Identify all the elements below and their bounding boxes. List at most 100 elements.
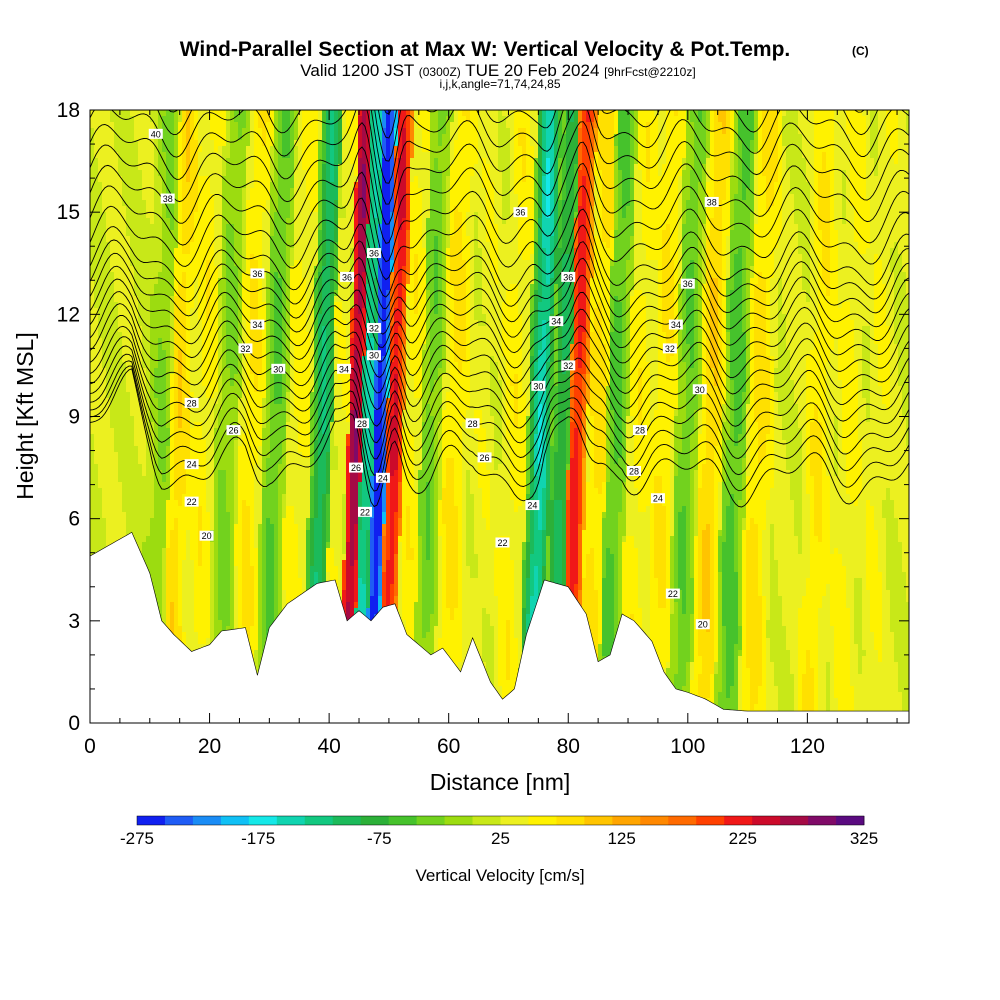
velocity-cell bbox=[110, 134, 115, 141]
velocity-cell bbox=[174, 206, 179, 213]
velocity-cell bbox=[162, 398, 167, 405]
velocity-cell bbox=[170, 374, 175, 381]
velocity-cell bbox=[130, 488, 135, 495]
velocity-cell bbox=[162, 344, 167, 351]
velocity-cell bbox=[130, 236, 135, 243]
velocity-cell bbox=[166, 428, 171, 435]
velocity-cell bbox=[98, 140, 103, 147]
velocity-cell bbox=[166, 518, 171, 525]
velocity-cell bbox=[158, 584, 163, 591]
velocity-cell bbox=[102, 380, 107, 387]
velocity-cell bbox=[178, 266, 183, 273]
velocity-cell bbox=[138, 122, 143, 129]
velocity-cell bbox=[158, 224, 163, 231]
velocity-cell bbox=[174, 452, 179, 459]
velocity-cell bbox=[94, 392, 99, 399]
velocity-cell bbox=[150, 566, 155, 573]
velocity-cell bbox=[178, 590, 183, 597]
velocity-cell bbox=[150, 152, 155, 159]
velocity-cell bbox=[162, 566, 167, 573]
velocity-cell bbox=[130, 518, 135, 525]
velocity-cell bbox=[98, 386, 103, 393]
velocity-cell bbox=[170, 158, 175, 165]
velocity-cell bbox=[182, 488, 187, 495]
velocity-cell bbox=[142, 452, 147, 459]
velocity-cell bbox=[138, 170, 143, 177]
velocity-cell bbox=[114, 404, 119, 411]
velocity-cell bbox=[154, 314, 159, 321]
velocity-cell bbox=[138, 452, 143, 459]
velocity-cell bbox=[162, 110, 167, 117]
velocity-cell bbox=[142, 494, 147, 501]
velocity-cell bbox=[154, 584, 159, 591]
velocity-cell bbox=[190, 488, 195, 495]
velocity-cell bbox=[170, 458, 175, 465]
velocity-cell bbox=[90, 350, 95, 357]
velocity-cell bbox=[166, 494, 171, 501]
velocity-cell bbox=[154, 116, 159, 123]
velocity-cell bbox=[94, 236, 99, 243]
velocity-cell bbox=[110, 212, 115, 219]
velocity-cell bbox=[154, 242, 159, 249]
velocity-cell bbox=[150, 482, 155, 489]
velocity-cell bbox=[130, 110, 135, 117]
velocity-cell bbox=[146, 248, 151, 255]
velocity-cell bbox=[118, 524, 123, 531]
velocity-cell bbox=[106, 278, 111, 285]
velocity-cell bbox=[170, 488, 175, 495]
velocity-cell bbox=[134, 158, 139, 165]
velocity-cell bbox=[118, 164, 123, 171]
velocity-cell bbox=[98, 524, 103, 531]
velocity-cell bbox=[90, 242, 95, 249]
velocity-cell bbox=[138, 494, 143, 501]
velocity-cell bbox=[94, 182, 99, 189]
velocity-cell bbox=[122, 170, 127, 177]
velocity-cell bbox=[126, 140, 131, 147]
velocity-cell bbox=[126, 416, 131, 423]
velocity-cell bbox=[178, 530, 183, 537]
velocity-cell bbox=[146, 152, 151, 159]
velocity-cell bbox=[102, 146, 107, 153]
velocity-cell bbox=[146, 296, 151, 303]
velocity-cell bbox=[146, 290, 151, 297]
velocity-cell bbox=[166, 530, 171, 537]
velocity-cell bbox=[122, 152, 127, 159]
velocity-cell bbox=[118, 464, 123, 471]
velocity-cell bbox=[182, 536, 187, 543]
velocity-cell bbox=[178, 158, 183, 165]
velocity-cell bbox=[158, 506, 163, 513]
velocity-cell bbox=[166, 332, 171, 339]
velocity-cell bbox=[178, 626, 183, 633]
velocity-cell bbox=[114, 200, 119, 207]
velocity-cell bbox=[182, 572, 187, 579]
velocity-cell bbox=[178, 602, 183, 609]
velocity-cell bbox=[186, 146, 191, 153]
velocity-cell bbox=[90, 326, 95, 333]
velocity-cell bbox=[98, 452, 103, 459]
velocity-cell bbox=[122, 338, 127, 345]
velocity-cell bbox=[126, 128, 131, 135]
velocity-cell bbox=[170, 500, 175, 507]
velocity-cell bbox=[102, 446, 107, 453]
velocity-cell bbox=[134, 398, 139, 405]
velocity-cell bbox=[118, 158, 123, 165]
velocity-cell bbox=[110, 518, 115, 525]
velocity-cell bbox=[190, 440, 195, 447]
velocity-cell bbox=[190, 584, 195, 591]
velocity-cell bbox=[154, 356, 159, 363]
velocity-cell bbox=[98, 488, 103, 495]
velocity-cell bbox=[190, 122, 195, 129]
velocity-cell bbox=[146, 494, 151, 501]
velocity-cell bbox=[190, 344, 195, 351]
velocity-cell bbox=[98, 206, 103, 213]
velocity-cell bbox=[114, 158, 119, 165]
velocity-cell bbox=[134, 452, 139, 459]
velocity-cell bbox=[170, 392, 175, 399]
velocity-cell bbox=[134, 446, 139, 453]
velocity-cell bbox=[154, 224, 159, 231]
velocity-cell bbox=[154, 362, 159, 369]
velocity-cell bbox=[106, 182, 111, 189]
velocity-cell bbox=[142, 296, 147, 303]
velocity-cell bbox=[130, 494, 135, 501]
velocity-cell bbox=[114, 440, 119, 447]
